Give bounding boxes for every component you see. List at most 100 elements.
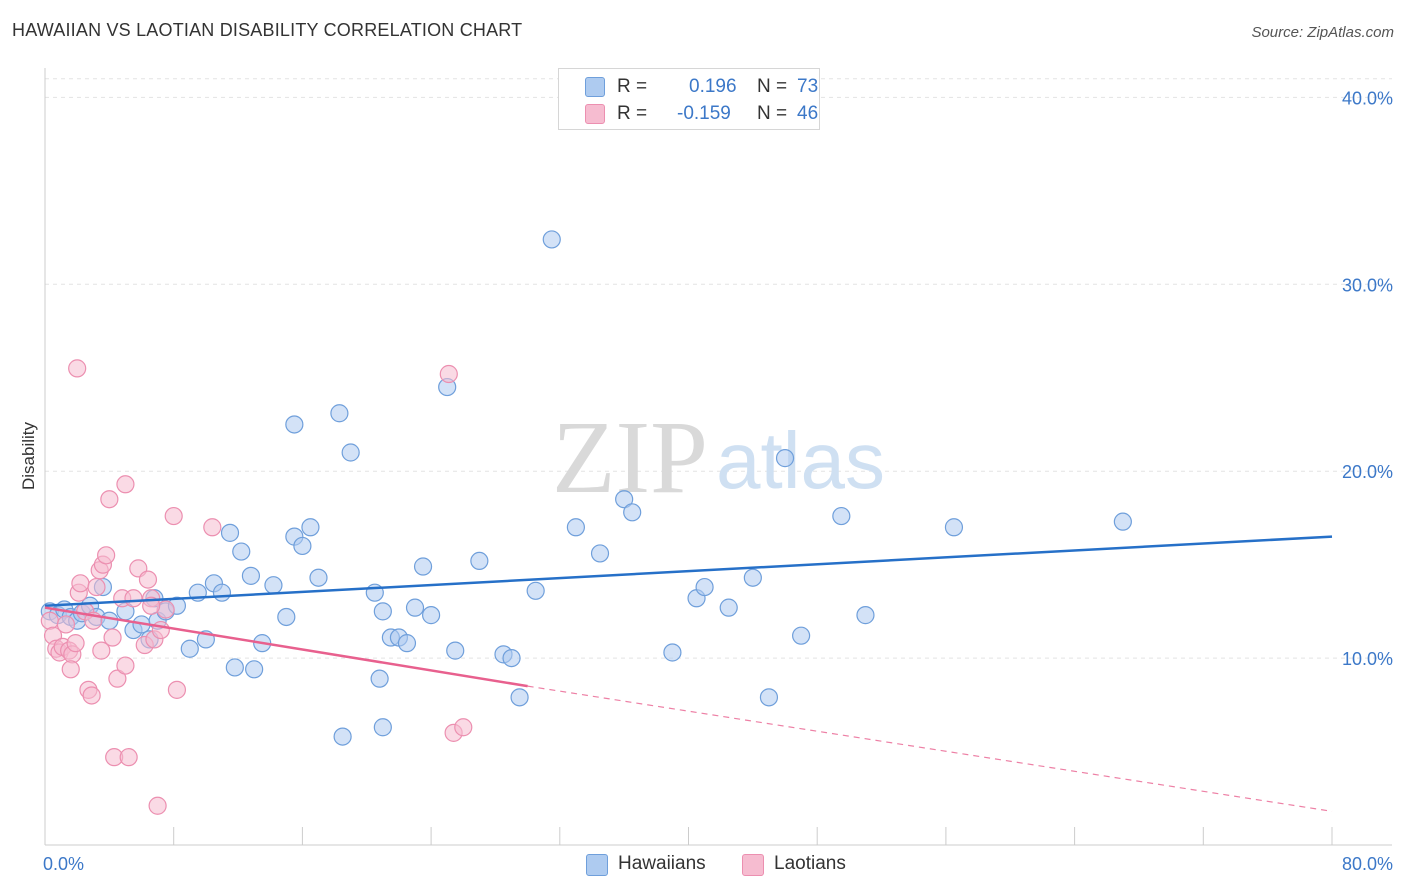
y-tick-label: 20.0% (1342, 462, 1393, 482)
hawaiians-point (330, 404, 349, 423)
hawaiians-point (264, 576, 283, 595)
hawaiians-point (542, 230, 561, 249)
x-tick-label-max: 80.0% (1342, 854, 1393, 874)
laotians-point (151, 620, 170, 640)
laotians-point (40, 611, 59, 630)
hawaiians-point (743, 568, 762, 587)
hawaiians-r-value: 0.196 (689, 76, 737, 97)
chart-title: HAWAIIAN VS LAOTIAN DISABILITY CORRELATI… (12, 20, 523, 40)
hawaiians-point (301, 518, 320, 537)
hawaiians-point (277, 607, 296, 627)
laotians-r-value: -0.159 (677, 103, 731, 124)
axes (44, 68, 1392, 846)
hawaiians-point (446, 641, 465, 660)
laotians-point (439, 364, 458, 384)
hawaiians-point (180, 639, 199, 658)
hawaiians-point (832, 506, 851, 526)
laotians-point (138, 570, 158, 589)
laotians-point (164, 506, 183, 526)
legend-r-label: R = (617, 103, 648, 124)
hawaiians-point (792, 626, 811, 645)
hawaiians-swatch (585, 77, 605, 97)
laotians-point (454, 718, 473, 737)
laotians-legend-label: Laotians (774, 853, 846, 874)
hawaiians-point (373, 602, 392, 621)
hawaiians-point (663, 643, 682, 662)
hawaiians-point (623, 503, 642, 522)
laotians-point (108, 669, 127, 688)
hawaiians-point (293, 536, 312, 556)
laotians-point (61, 660, 80, 679)
hawaiians-point (759, 688, 779, 707)
hawaiians-point (470, 551, 489, 571)
hawaiians-point (225, 658, 244, 677)
hawaiians-point (245, 660, 264, 679)
hawaiians-point (510, 688, 529, 707)
hawaiians-point (775, 449, 795, 468)
watermark-atlas: atlas (716, 416, 885, 505)
hawaiians-point (695, 577, 714, 597)
laotians-point (56, 615, 76, 634)
laotians-point (103, 628, 122, 647)
trend-lines (44, 535, 1333, 812)
hawaiians-point (220, 523, 240, 542)
laotians-point (92, 641, 111, 660)
hawaiians-point (856, 606, 875, 625)
hawaiians-n-value: 73 (797, 76, 819, 97)
legend-r-label: R = (617, 76, 648, 97)
hawaiians-point (502, 648, 521, 668)
hawaiians-point (241, 566, 261, 585)
laotians-trend-extension (527, 685, 1333, 812)
laotians-point (148, 796, 167, 815)
hawaiians-point (405, 598, 425, 617)
laotians-point (119, 748, 138, 767)
hawaiians-point (422, 606, 441, 625)
hawaiians-point (615, 490, 634, 509)
hawaiians-point (1113, 512, 1132, 531)
hawaiians-point (333, 727, 352, 746)
laotians-point (116, 475, 135, 494)
hawaiians-point (413, 557, 433, 576)
laotians-swatch (585, 104, 605, 124)
hawaiians-point (341, 443, 360, 462)
laotians-point (66, 634, 85, 653)
laotians-legend-swatch (742, 854, 764, 876)
laotians-point (203, 518, 222, 537)
y-tick-label: 30.0% (1342, 275, 1393, 295)
laotians-point (82, 686, 101, 705)
legend-n-label: N = (757, 76, 788, 97)
legend-n-label: N = (757, 103, 788, 124)
hawaiians-point (944, 518, 964, 537)
hawaiians-point (285, 415, 304, 434)
watermark: ZIP atlas (552, 400, 885, 515)
y-axis-title: Disability (19, 421, 38, 490)
hawaiians-point (309, 568, 328, 587)
laotians-point (71, 574, 90, 593)
x-tick-label-min: 0.0% (43, 854, 84, 874)
hawaiians-point (100, 611, 119, 630)
hawaiians-point (566, 518, 585, 537)
hawaiians-point (232, 542, 251, 561)
tick-labels: 10.0% 20.0% 30.0% 40.0% 0.0% 80.0% (43, 88, 1393, 874)
hawaiians-trend-line (44, 535, 1333, 608)
hawaiians-point (397, 634, 417, 653)
laotians-point (167, 680, 187, 699)
laotians-point (68, 359, 87, 378)
laotians-point (124, 589, 143, 608)
laotians-point (100, 490, 119, 509)
laotians-point (87, 577, 106, 597)
laotians-point (116, 656, 135, 675)
hawaiians-point (370, 669, 389, 688)
hawaiians-point (212, 583, 232, 602)
laotians-point (97, 546, 116, 565)
hawaiians-point (590, 544, 610, 563)
hawaiians-point (719, 598, 738, 617)
hawaiians-legend-label: Hawaiians (618, 853, 706, 874)
laotians-trend-line (44, 606, 528, 688)
y-tick-label: 40.0% (1342, 88, 1393, 108)
source-label: Source: ZipAtlas.com (1251, 24, 1394, 41)
hawaiians-legend-swatch (586, 854, 608, 876)
y-tick-label: 10.0% (1342, 649, 1393, 669)
laotians-n-value: 46 (797, 103, 819, 124)
